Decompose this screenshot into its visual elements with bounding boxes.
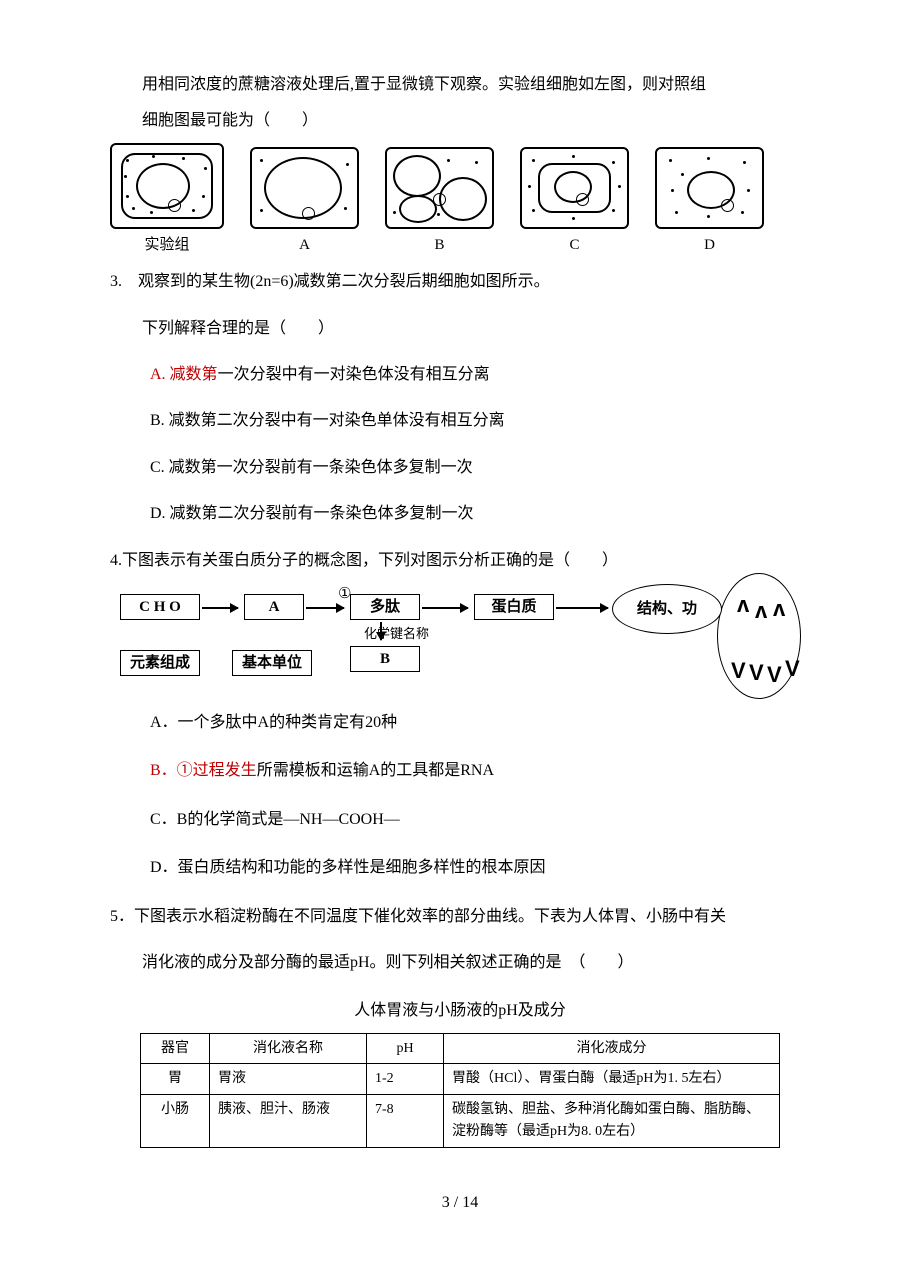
q3-sub: 下列解释合理的是（ ） <box>110 314 810 344</box>
context-para-1: 用相同浓度的蔗糖溶液处理后,置于显微镜下观察。实验组细胞如左图，则对照组 <box>110 70 810 100</box>
q3-opt-c: C. 减数第一次分裂前有一条染色体多复制一次 <box>150 453 810 483</box>
concept-diagram: ʌ ʌ ʌ V V V V C H O 元素组成 A 基本单位 ① 多肽 化学键… <box>110 580 810 690</box>
td-1-0: 小肠 <box>141 1095 210 1147</box>
q4-opt-b-red: B．①过程发生 <box>150 762 257 779</box>
arrow-1 <box>202 607 238 609</box>
box-elem: 元素组成 <box>120 650 200 676</box>
cell-experiment: 实验组 <box>110 143 224 260</box>
box-b: B <box>350 646 420 672</box>
q5-table: 器官 消化液名称 pH 消化液成分 胃 胃液 1-2 胃酸（HCl）、胃蛋白酶（… <box>140 1033 780 1148</box>
q4-opt-c: C．B的化学简式是—NH—COOH— <box>150 805 810 835</box>
q4-opt-b-rest: 所需模板和运输A的工具都是RNA <box>257 762 494 779</box>
td-1-1: 胰液、胆汁、肠液 <box>210 1095 367 1147</box>
q3-stem: 3. 观察到的某生物(2n=6)减数第二次分裂后期细胞如图所示。 <box>110 267 810 297</box>
th-ph: pH <box>367 1033 444 1064</box>
cell-b-box <box>385 147 494 229</box>
q3-opt-b: B. 减数第二次分裂中有一对染色单体没有相互分离 <box>150 406 810 436</box>
dots <box>112 145 222 227</box>
th-organ: 器官 <box>141 1033 210 1064</box>
cell-d: D <box>655 147 764 260</box>
table-header-row: 器官 消化液名称 pH 消化液成分 <box>141 1033 780 1064</box>
cell-a-box <box>250 147 359 229</box>
cell-a: A <box>250 147 359 260</box>
cell-d-box <box>655 147 764 229</box>
td-1-3: 碳酸氢钠、胆盐、多种消化酶如蛋白酶、脂肪酶、淀粉酶等（最适pH为8. 0左右） <box>444 1095 780 1147</box>
box-cho: C H O <box>120 594 200 620</box>
cell-label-d: D <box>655 231 764 260</box>
cell-diagram-row: 实验组 A <box>110 143 810 260</box>
context-para-2: 细胞图最可能为（ ） <box>110 106 810 136</box>
table-row: 小肠 胰液、胆汁、肠液 7-8 碳酸氢钠、胆盐、多种消化酶如蛋白酶、脂肪酶、淀粉… <box>141 1095 780 1147</box>
ellipse-struct: 结构、功 <box>612 584 722 634</box>
td-0-3: 胃酸（HCl）、胃蛋白酶（最适pH为1. 5左右） <box>444 1064 780 1095</box>
q5-table-title: 人体胃液与小肠液的pH及成分 <box>110 996 810 1026</box>
table-row: 胃 胃液 1-2 胃酸（HCl）、胃蛋白酶（最适pH为1. 5左右） <box>141 1064 780 1095</box>
label-bond: 化学键名称 <box>364 622 429 647</box>
cell-label-a: A <box>250 231 359 260</box>
arrow-3 <box>422 607 468 609</box>
q4-opt-b: B．①过程发生所需模板和运输A的工具都是RNA <box>150 756 810 786</box>
box-a: A <box>244 594 304 620</box>
chromosome-fig: ʌ ʌ ʌ V V V V <box>695 570 825 705</box>
th-comp: 消化液成分 <box>444 1033 780 1064</box>
q4-opt-a: A．一个多肽中A的种类肯定有20种 <box>150 708 810 738</box>
q5-stem-line2: 消化液的成分及部分酶的最适pH。则下列相关叙述正确的是 （ ） <box>110 948 810 978</box>
q5-stem-line1: 5．下图表示水稻淀粉酶在不同温度下催化效率的部分曲线。下表为人体胃、小肠中有关 <box>110 902 810 932</box>
cell-label-c: C <box>520 231 629 260</box>
box-dt: 多肽 <box>350 594 420 620</box>
arrow-4 <box>556 607 608 609</box>
q3-opt-a-rest: 一次分裂中有一对染色体没有相互分离 <box>218 366 490 383</box>
cell-experiment-box <box>110 143 224 229</box>
th-fluid: 消化液名称 <box>210 1033 367 1064</box>
q4-opt-d: D．蛋白质结构和功能的多样性是细胞多样性的根本原因 <box>150 853 810 883</box>
td-0-0: 胃 <box>141 1064 210 1095</box>
q3-opt-d: D. 减数第二次分裂前有一条染色体多复制一次 <box>150 499 810 529</box>
cell-label-exp: 实验组 <box>110 231 224 260</box>
cell-c: C <box>520 147 629 260</box>
td-0-2: 1-2 <box>367 1064 444 1095</box>
cell-c-box <box>520 147 629 229</box>
td-1-2: 7-8 <box>367 1095 444 1147</box>
td-0-1: 胃液 <box>210 1064 367 1095</box>
cell-b: B <box>385 147 494 260</box>
q3-opt-a-red: A. 减数第 <box>150 366 218 383</box>
box-unit: 基本单位 <box>232 650 312 676</box>
page-footer: 3 / 14 <box>110 1188 810 1218</box>
cell-label-b: B <box>385 231 494 260</box>
box-pro: 蛋白质 <box>474 594 554 620</box>
q3-opt-a: A. 减数第一次分裂中有一对染色体没有相互分离 <box>150 360 810 390</box>
